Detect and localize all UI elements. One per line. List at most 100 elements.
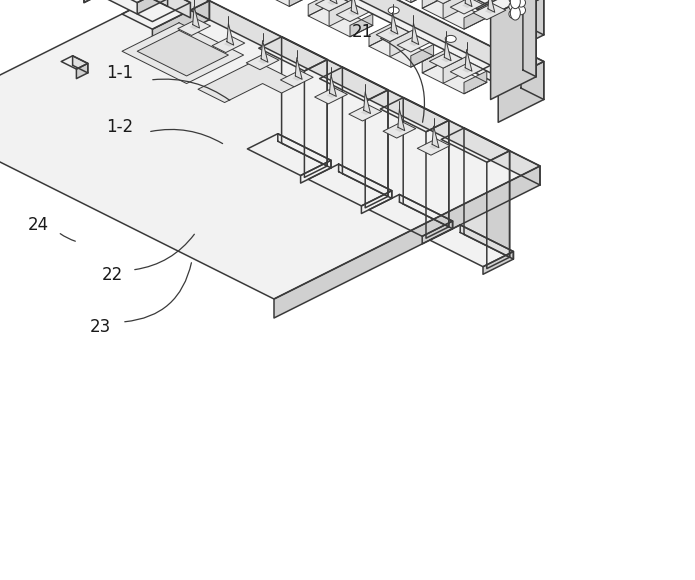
Polygon shape	[430, 52, 462, 68]
Polygon shape	[422, 0, 445, 8]
Polygon shape	[281, 70, 313, 87]
Polygon shape	[422, 50, 445, 73]
Polygon shape	[179, 0, 521, 16]
Polygon shape	[330, 0, 337, 3]
Text: 1-2: 1-2	[106, 118, 133, 136]
Polygon shape	[259, 37, 327, 71]
Ellipse shape	[510, 6, 521, 20]
Polygon shape	[429, 145, 438, 149]
Polygon shape	[498, 0, 543, 57]
Polygon shape	[443, 57, 466, 84]
Polygon shape	[179, 0, 521, 81]
Polygon shape	[485, 9, 494, 14]
Polygon shape	[417, 139, 450, 155]
Polygon shape	[289, 0, 312, 6]
Text: 23: 23	[90, 318, 111, 336]
FancyArrowPatch shape	[380, 38, 425, 122]
Polygon shape	[179, 0, 540, 185]
Text: 22: 22	[101, 266, 122, 284]
Polygon shape	[462, 68, 471, 72]
Polygon shape	[115, 0, 175, 2]
Polygon shape	[308, 0, 331, 16]
Polygon shape	[361, 111, 370, 115]
Polygon shape	[281, 37, 327, 166]
Polygon shape	[137, 0, 175, 14]
Polygon shape	[383, 122, 416, 138]
Polygon shape	[179, 0, 209, 20]
Polygon shape	[72, 56, 88, 73]
Ellipse shape	[509, 9, 518, 19]
Polygon shape	[403, 97, 449, 227]
Polygon shape	[315, 88, 348, 104]
Polygon shape	[422, 221, 452, 244]
Polygon shape	[388, 31, 397, 35]
Polygon shape	[351, 0, 358, 14]
FancyArrowPatch shape	[151, 129, 222, 144]
Polygon shape	[412, 23, 419, 45]
Polygon shape	[327, 1, 336, 5]
Polygon shape	[350, 14, 373, 37]
Text: 1-1: 1-1	[106, 64, 133, 82]
Polygon shape	[137, 30, 229, 76]
Polygon shape	[224, 42, 233, 46]
Polygon shape	[363, 92, 370, 114]
Polygon shape	[426, 121, 449, 238]
Polygon shape	[464, 71, 486, 94]
Polygon shape	[443, 0, 466, 19]
Polygon shape	[84, 0, 190, 21]
Polygon shape	[460, 225, 514, 259]
Polygon shape	[391, 13, 398, 34]
Polygon shape	[122, 0, 167, 6]
Polygon shape	[227, 24, 234, 45]
Polygon shape	[0, 0, 540, 299]
Polygon shape	[61, 56, 88, 69]
Polygon shape	[84, 0, 122, 2]
Polygon shape	[400, 194, 452, 229]
Polygon shape	[349, 104, 382, 121]
Polygon shape	[329, 75, 336, 96]
Polygon shape	[376, 25, 409, 42]
Text: 21: 21	[352, 23, 373, 41]
Polygon shape	[327, 93, 336, 98]
Polygon shape	[411, 45, 434, 67]
Polygon shape	[450, 0, 483, 14]
Ellipse shape	[510, 0, 521, 9]
Polygon shape	[278, 134, 331, 168]
Polygon shape	[441, 57, 450, 62]
Polygon shape	[409, 42, 418, 46]
Polygon shape	[450, 62, 483, 79]
Polygon shape	[422, 61, 486, 94]
Polygon shape	[301, 160, 331, 183]
Polygon shape	[422, 0, 486, 29]
Polygon shape	[304, 60, 327, 177]
Polygon shape	[494, 61, 521, 94]
Polygon shape	[292, 77, 302, 81]
Polygon shape	[308, 5, 373, 37]
Polygon shape	[247, 134, 331, 176]
Polygon shape	[295, 57, 302, 79]
Polygon shape	[380, 97, 449, 132]
Polygon shape	[465, 49, 472, 71]
Polygon shape	[361, 191, 392, 213]
Polygon shape	[465, 0, 472, 6]
Polygon shape	[261, 41, 268, 62]
Polygon shape	[122, 0, 190, 18]
Polygon shape	[411, 0, 434, 2]
Polygon shape	[336, 5, 369, 21]
Polygon shape	[462, 3, 471, 8]
FancyArrowPatch shape	[60, 234, 75, 241]
Polygon shape	[338, 164, 392, 198]
Polygon shape	[398, 109, 404, 130]
Ellipse shape	[445, 35, 456, 42]
Polygon shape	[395, 128, 404, 132]
FancyArrowPatch shape	[125, 263, 191, 322]
Ellipse shape	[509, 0, 518, 3]
Polygon shape	[369, 194, 452, 236]
Polygon shape	[329, 0, 352, 26]
Polygon shape	[483, 252, 514, 274]
Polygon shape	[122, 23, 244, 84]
Polygon shape	[491, 0, 537, 100]
Ellipse shape	[509, 2, 518, 11]
Polygon shape	[488, 0, 495, 12]
Text: 24: 24	[27, 216, 49, 234]
